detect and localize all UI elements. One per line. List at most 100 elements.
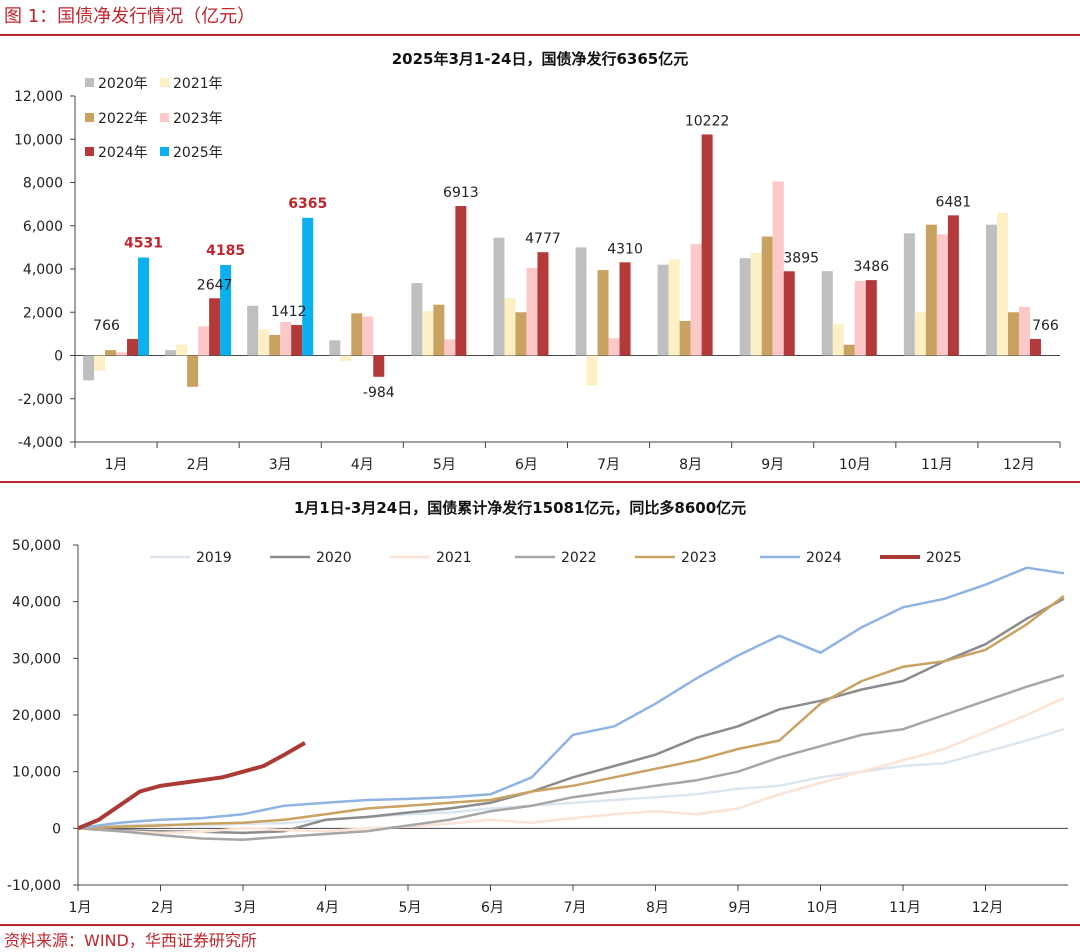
line-y-tick-label: -10,000 xyxy=(7,878,61,894)
bar xyxy=(619,262,631,356)
bar-data-label: -984 xyxy=(363,385,395,401)
bar xyxy=(947,215,959,356)
top-rule xyxy=(0,34,1080,36)
bar-y-tick-label: 10,000 xyxy=(14,132,63,148)
bar xyxy=(209,298,221,356)
bar xyxy=(586,355,598,386)
bar xyxy=(373,355,385,377)
bar-legend-swatch xyxy=(85,113,94,122)
bar-y-tick-label: 6,000 xyxy=(23,219,63,235)
bar xyxy=(515,312,527,356)
bar xyxy=(116,352,128,356)
bar-y-tick-label: 4,000 xyxy=(23,262,63,278)
bar xyxy=(1029,338,1041,356)
bar xyxy=(302,217,314,356)
bar xyxy=(690,244,702,356)
line-legend-label: 2020 xyxy=(316,550,352,566)
bar xyxy=(843,344,855,356)
bar-data-label: 4531 xyxy=(124,236,163,252)
bar xyxy=(936,234,948,356)
bar xyxy=(258,329,270,356)
bar xyxy=(996,212,1008,356)
line-x-tick-label: 10月 xyxy=(807,900,839,916)
bar xyxy=(455,206,467,356)
bar xyxy=(985,224,997,356)
bar-chart-title: 2025年3月1-24日，国债净发行6365亿元 xyxy=(392,50,688,68)
line-series xyxy=(77,741,306,831)
bar xyxy=(739,258,751,356)
line-legend-label: 2024 xyxy=(806,550,842,566)
bar-x-tick-label: 8月 xyxy=(679,457,702,473)
bar xyxy=(198,326,210,356)
bar-x-tick-label: 9月 xyxy=(761,457,784,473)
bar-x-tick-label: 12月 xyxy=(1003,457,1035,473)
bar xyxy=(247,305,259,356)
bar-data-label: 4185 xyxy=(206,243,245,259)
bar xyxy=(750,252,762,356)
bar-y-tick-label: 0 xyxy=(54,349,63,365)
bar-legend-swatch xyxy=(160,147,169,156)
line-x-tick-label: 9月 xyxy=(729,900,752,916)
bar xyxy=(329,340,341,356)
bar-data-label: 766 xyxy=(93,318,120,334)
bar-x-tick-label: 4月 xyxy=(351,457,374,473)
bar xyxy=(105,350,117,356)
bar xyxy=(701,134,713,356)
bar xyxy=(783,271,795,356)
bar xyxy=(138,257,150,356)
bar xyxy=(526,267,538,356)
bar-legend-label: 2025年 xyxy=(173,145,223,161)
bar xyxy=(83,355,95,381)
bar-y-tick-label: -4,000 xyxy=(18,435,63,451)
bar-legend-label: 2024年 xyxy=(98,145,148,161)
bar xyxy=(422,311,434,356)
bar-legend-swatch xyxy=(160,78,169,87)
line-y-tick-label: 50,000 xyxy=(12,538,61,554)
bar-data-label: 10222 xyxy=(685,113,730,129)
line-x-tick-label: 5月 xyxy=(399,900,422,916)
bar xyxy=(351,313,363,356)
bar xyxy=(94,355,106,371)
bar xyxy=(291,324,303,356)
bar xyxy=(269,334,281,356)
bar xyxy=(411,283,423,356)
line-series xyxy=(77,566,1065,830)
bar xyxy=(176,344,188,356)
line-chart: 1月1日-3月24日，国债累计净发行15081亿元，同比多8600亿元 -10,… xyxy=(7,499,1068,916)
line-x-tick-label: 6月 xyxy=(481,900,504,916)
bar xyxy=(925,224,937,356)
bar-x-tick-label: 11月 xyxy=(921,457,953,473)
line-legend-label: 2023 xyxy=(681,550,717,566)
bar xyxy=(865,280,877,356)
bar-data-label: 6913 xyxy=(443,185,479,201)
line-y-tick-label: 0 xyxy=(52,821,61,837)
bar xyxy=(832,324,844,356)
line-series xyxy=(77,674,1065,841)
bar-data-label: 766 xyxy=(1032,318,1059,334)
bar xyxy=(165,350,177,356)
line-x-tick-label: 4月 xyxy=(316,900,339,916)
bar-data-label: 1412 xyxy=(271,304,307,320)
line-x-tick-label: 8月 xyxy=(646,900,669,916)
bar xyxy=(362,316,374,356)
line-y-tick-label: 20,000 xyxy=(12,708,61,724)
bar-y-tick-label: -2,000 xyxy=(18,392,63,408)
bar xyxy=(903,233,915,356)
bar-legend-swatch xyxy=(85,78,94,87)
bar-data-label: 2647 xyxy=(197,277,233,293)
line-series xyxy=(77,696,1065,835)
bar xyxy=(679,320,691,356)
bar-x-tick-label: 1月 xyxy=(105,457,128,473)
source-note: 资料来源：WIND，华西证券研究所 xyxy=(4,931,257,950)
bar-legend-label: 2021年 xyxy=(173,76,223,92)
line-legend-label: 2019 xyxy=(196,550,232,566)
bar-y-tick-label: 8,000 xyxy=(23,176,63,192)
bar-data-label: 6481 xyxy=(936,194,972,210)
bar xyxy=(854,280,866,356)
bar-legend-label: 2023年 xyxy=(173,111,223,127)
line-x-tick-label: 2月 xyxy=(151,900,174,916)
bar xyxy=(493,237,505,356)
bar xyxy=(444,339,456,356)
bar xyxy=(127,338,139,356)
